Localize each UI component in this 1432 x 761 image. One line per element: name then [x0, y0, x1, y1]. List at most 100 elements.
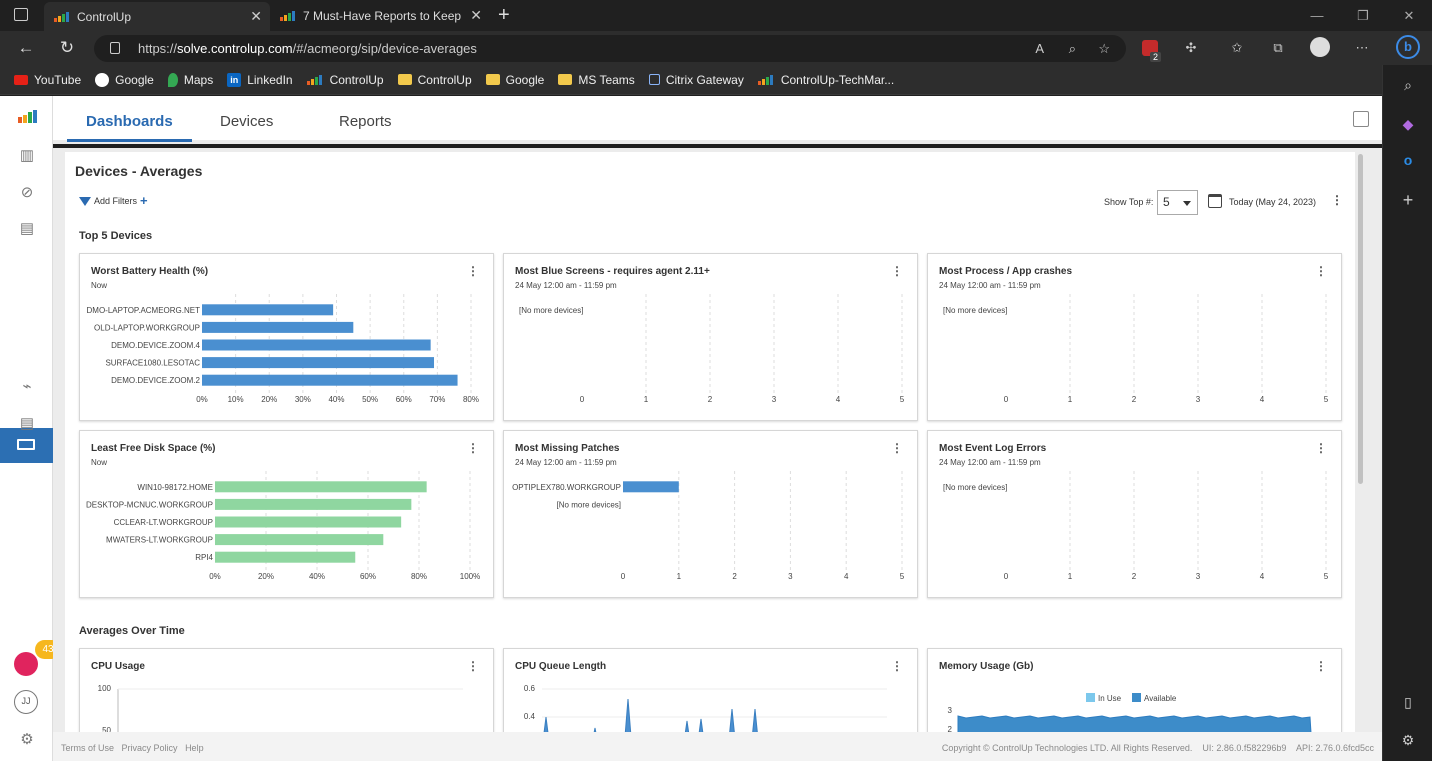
- back-icon[interactable]: ←: [17, 38, 35, 57]
- controlup-logo[interactable]: [16, 108, 38, 130]
- zoom-icon[interactable]: ⌕: [1068, 41, 1076, 56]
- browser-tab-controlup[interactable]: ControlUp ✕: [44, 2, 270, 31]
- card-menu-icon[interactable]: ⋮: [1315, 441, 1327, 455]
- privacy-link[interactable]: Privacy Policy: [121, 743, 178, 753]
- bookmark-controlup[interactable]: ControlUp: [306, 73, 384, 87]
- y-tick-label: 3: [948, 706, 953, 715]
- refresh-icon[interactable]: ↻: [59, 38, 75, 57]
- read-aloud-icon[interactable]: A: [1035, 41, 1044, 56]
- x-tick-label: 3: [788, 572, 793, 581]
- bookmark-youtube[interactable]: YouTube: [14, 73, 81, 87]
- bookmark-folder-controlup[interactable]: ControlUp: [397, 73, 472, 87]
- search-icon[interactable]: ⌕: [1404, 77, 1412, 93]
- date-label[interactable]: Today (May 24, 2023): [1229, 197, 1317, 207]
- sidebar-settings-icon[interactable]: ⚙: [1401, 732, 1415, 748]
- category-label: DEMO.DEVICE.ZOOM.2: [111, 376, 200, 385]
- x-tick-label: 40%: [328, 395, 344, 404]
- bar: [215, 516, 402, 528]
- google-icon: [95, 72, 110, 87]
- show-top-select[interactable]: 5: [1157, 190, 1198, 215]
- devices-nav-active[interactable]: [0, 428, 53, 463]
- tab-devices[interactable]: Devices: [220, 113, 274, 130]
- scheduled-report-icon[interactable]: ▤: [19, 415, 35, 432]
- category-label: DMO-LAPTOP.ACMEORG.NET: [87, 306, 201, 315]
- card-subtitle: 24 May 12:00 am - 11:59 pm: [515, 458, 617, 467]
- linkedin-icon: in: [227, 72, 242, 87]
- settings-icon[interactable]: ⚙: [20, 731, 34, 748]
- dashboard-settings-icon[interactable]: [1353, 111, 1369, 127]
- bookmark-label: Google: [505, 72, 545, 87]
- card-menu-icon[interactable]: ⋮: [891, 264, 903, 278]
- history-report-icon[interactable]: ▤: [19, 220, 35, 237]
- x-tick-label: 20%: [261, 395, 277, 404]
- bookmark-maps[interactable]: Maps: [167, 72, 213, 87]
- x-tick-label: 3: [1196, 395, 1201, 404]
- calendar-icon[interactable]: [1208, 194, 1222, 208]
- card-menu-icon[interactable]: ⋮: [1315, 264, 1327, 278]
- collections-icon[interactable]: ⧉: [1273, 40, 1283, 55]
- favorite-icon[interactable]: ☆: [1098, 41, 1110, 56]
- outlook-icon[interactable]: o: [1403, 152, 1413, 168]
- page-title: Devices - Averages: [75, 163, 203, 179]
- x-tick-label: 0: [1004, 572, 1009, 581]
- card-menu-icon[interactable]: ⋮: [1315, 659, 1327, 673]
- card-menu-icon[interactable]: ⋮: [467, 441, 479, 455]
- minimize-icon[interactable]: —: [1310, 8, 1324, 23]
- help-link[interactable]: Help: [185, 743, 204, 753]
- add-filters-button[interactable]: Add Filters +: [79, 194, 148, 207]
- bookmark-folder-msteams[interactable]: MS Teams: [558, 73, 635, 87]
- bookmark-controlup-techmar[interactable]: ControlUp-TechMar...: [757, 73, 894, 87]
- extensions-puzzle-icon[interactable]: ✣: [1185, 40, 1197, 55]
- bookmark-linkedin[interactable]: in LinkedIn: [227, 72, 293, 87]
- compass-icon[interactable]: ⊘: [20, 184, 34, 201]
- page-scrollbar[interactable]: [1358, 154, 1363, 484]
- bing-icon[interactable]: b: [1396, 35, 1420, 59]
- favorites-icon[interactable]: ✩: [1231, 40, 1243, 55]
- category-label: WIN10-98172.HOME: [137, 483, 213, 492]
- more-menu-icon[interactable]: ⋯: [1355, 40, 1369, 55]
- analytics-icon[interactable]: ▥: [19, 147, 35, 164]
- restore-icon[interactable]: ❐: [1357, 8, 1369, 23]
- card-menu-icon[interactable]: ⋮: [467, 659, 479, 673]
- x-tick-label: 60%: [396, 395, 412, 404]
- app-left-nav: ▥ ⊘ ▤ ⌁ ▤ 43 JJ ⚙: [0, 96, 61, 761]
- close-tab-icon[interactable]: ✕: [470, 7, 482, 23]
- page-more-icon[interactable]: ⋮: [1331, 193, 1343, 207]
- bookmark-citrix[interactable]: Citrix Gateway: [648, 73, 744, 87]
- x-tick-label: 20%: [258, 572, 274, 581]
- bar: [202, 374, 458, 386]
- empty-label: [No more devices]: [943, 483, 1007, 492]
- browser-tab-reports[interactable]: 7 Must-Have Reports to Keep yo ✕: [270, 0, 490, 31]
- card-title: Most Blue Screens - requires agent 2.11+: [515, 266, 710, 277]
- close-tab-icon[interactable]: ✕: [250, 8, 262, 24]
- avatar-badge-icon[interactable]: [14, 652, 38, 676]
- bookmark-google[interactable]: Google: [95, 72, 154, 87]
- close-window-icon[interactable]: ✕: [1403, 8, 1415, 23]
- category-label: SURFACE1080.LESOTAC: [105, 359, 200, 368]
- extension-badge: 2: [1150, 52, 1162, 62]
- card-subtitle: 24 May 12:00 am - 11:59 pm: [515, 281, 617, 290]
- tab-actions-icon[interactable]: [14, 8, 28, 21]
- x-tick-label: 2: [708, 395, 713, 404]
- user-avatar[interactable]: JJ: [14, 690, 38, 714]
- url-field[interactable]: https://solve.controlup.com/#/acmeorg/si…: [94, 35, 1126, 62]
- tab-reports[interactable]: Reports: [339, 113, 392, 130]
- terms-link[interactable]: Terms of Use: [61, 743, 115, 753]
- sidebar-toggle-icon[interactable]: ▯: [1404, 694, 1412, 710]
- ui-version: UI: 2.86.0.f582296b9: [1202, 743, 1287, 753]
- new-tab-icon[interactable]: +: [498, 4, 510, 26]
- controlup-favicon: [280, 10, 295, 21]
- profile-avatar[interactable]: [1310, 37, 1330, 57]
- bookmark-folder-google[interactable]: Google: [485, 72, 545, 87]
- add-sidebar-icon[interactable]: +: [1402, 190, 1414, 210]
- tab-dashboards[interactable]: Dashboards: [67, 96, 192, 142]
- x-tick-label: 1: [1068, 572, 1073, 581]
- card-menu-icon[interactable]: ⋮: [891, 659, 903, 673]
- legend-swatch-available: [1132, 693, 1141, 702]
- card-menu-icon[interactable]: ⋮: [891, 441, 903, 455]
- card-menu-icon[interactable]: ⋮: [467, 264, 479, 278]
- bookmark-label: Google: [115, 72, 154, 87]
- copilot-icon[interactable]: ◆: [1402, 116, 1414, 132]
- monitor-icon[interactable]: ⌁: [22, 378, 32, 395]
- card-title: Least Free Disk Space (%): [91, 443, 216, 454]
